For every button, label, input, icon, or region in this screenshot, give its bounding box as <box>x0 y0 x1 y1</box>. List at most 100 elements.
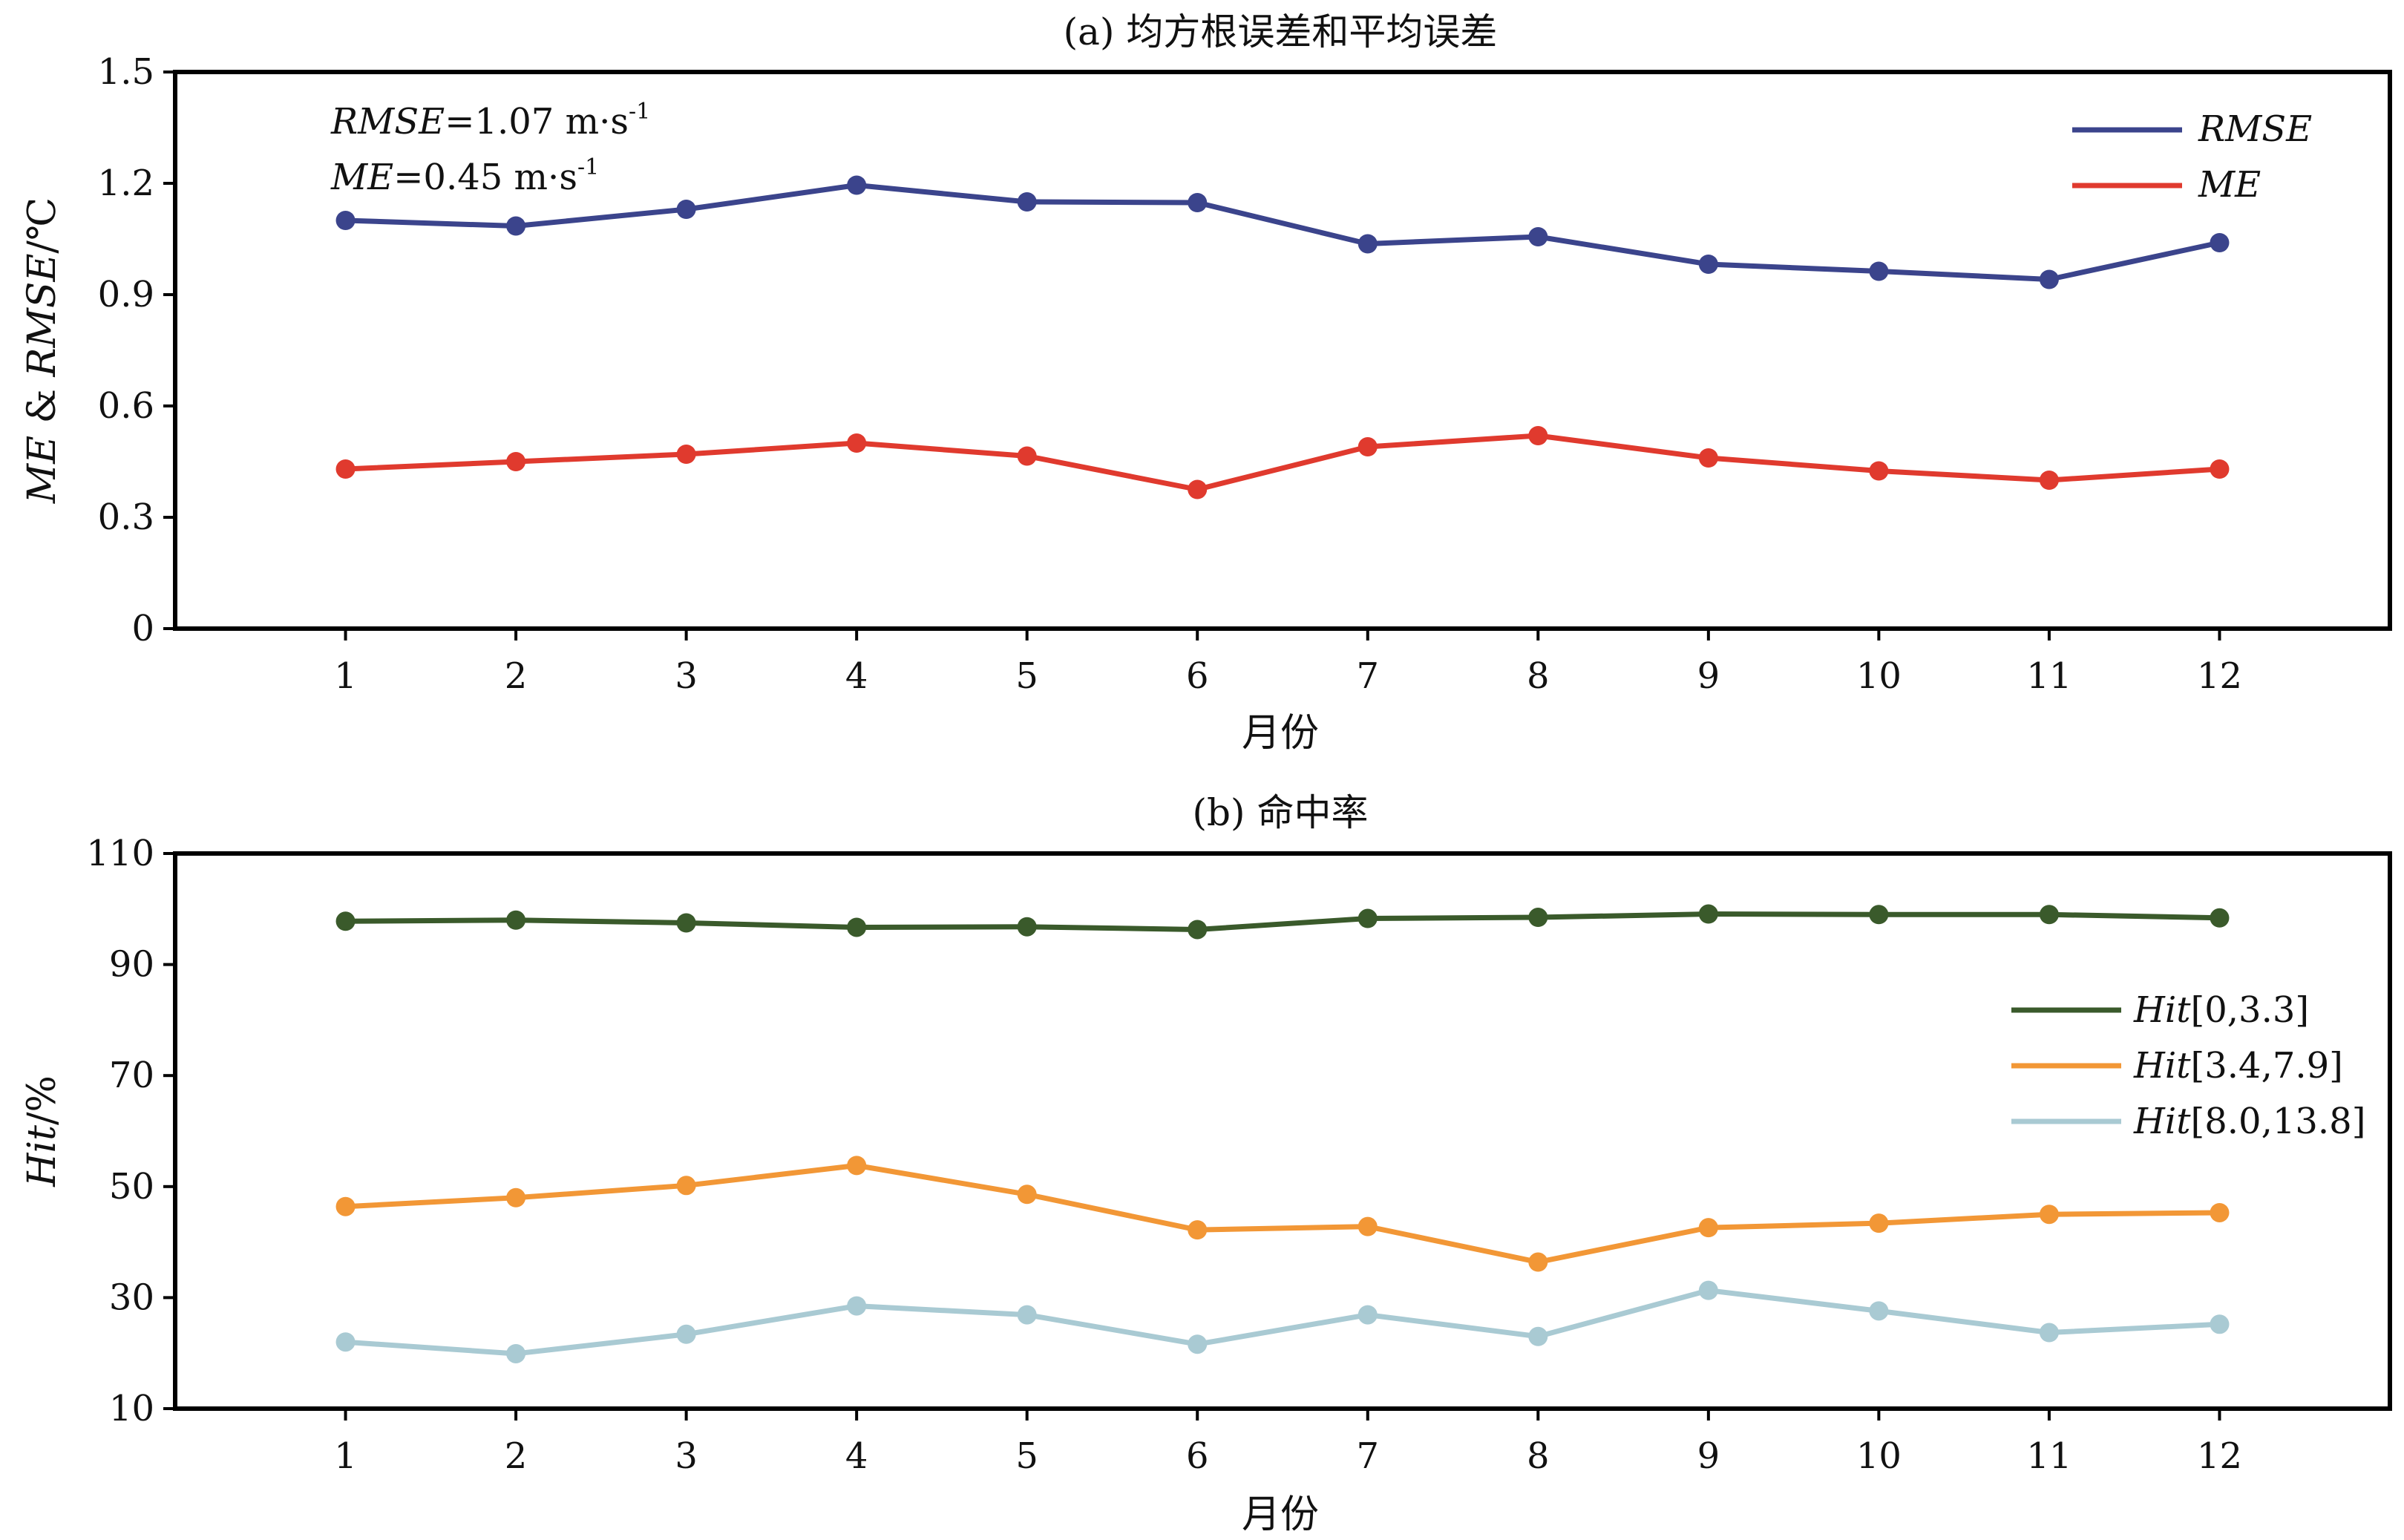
data-point-s1-8 <box>1528 426 1548 445</box>
data-point-s0-2 <box>506 910 526 930</box>
y-tick-label: 30 <box>109 1277 154 1318</box>
x-tick-label: 11 <box>2026 655 2071 697</box>
x-axis-title: 月份 <box>1242 1493 1319 1537</box>
x-tick-label: 6 <box>1186 1435 1209 1477</box>
x-axis-title: 月份 <box>1242 711 1319 756</box>
data-point-s1-4 <box>847 433 867 453</box>
y-tick-label: 70 <box>109 1055 154 1096</box>
data-point-s0-3 <box>676 913 696 933</box>
x-tick-label: 10 <box>1856 1435 1902 1477</box>
legend-label-rmse: RMSE <box>2198 108 2312 150</box>
legend-label-hit-low: Hit[0,3.3] <box>2133 989 2309 1031</box>
y-tick-label: 10 <box>109 1388 154 1429</box>
x-tick-label: 9 <box>1697 1435 1720 1477</box>
legend: Hit[0,3.3] Hit[3.4,7.9] Hit[8.0,13.8] <box>2011 989 2365 1142</box>
data-point-s2-12 <box>2210 1314 2230 1334</box>
x-tick-label: 7 <box>1356 1435 1379 1477</box>
data-point-s2-5 <box>1017 1305 1037 1325</box>
data-point-s1-10 <box>1869 461 1889 481</box>
chart-title: (a) 均方根误差和平均误差 <box>1064 10 1498 53</box>
data-point-s0-12 <box>2210 908 2230 928</box>
data-point-s2-10 <box>1869 1301 1889 1321</box>
data-point-s2-4 <box>847 1296 867 1316</box>
data-point-s1-8 <box>1528 1252 1548 1272</box>
x-tick-label: 7 <box>1356 655 1379 697</box>
data-point-s0-5 <box>1017 917 1037 937</box>
data-point-s0-6 <box>1188 193 1208 212</box>
x-tick-label: 5 <box>1015 1435 1038 1477</box>
data-point-s2-7 <box>1357 1305 1378 1325</box>
series-line-1 <box>345 1162 2220 1265</box>
data-point-s0-10 <box>1869 905 1889 925</box>
data-point-s1-5 <box>1017 1185 1037 1205</box>
x-tick-label: 3 <box>675 1435 698 1477</box>
data-point-s1-2 <box>506 1187 526 1208</box>
data-point-s1-1 <box>335 1196 356 1216</box>
data-point-s1-9 <box>1698 1218 1718 1238</box>
series-line-0 <box>345 911 2220 932</box>
y-tick-label: 0 <box>131 608 154 649</box>
x-tick-label: 4 <box>845 655 868 697</box>
data-point-s0-11 <box>2039 269 2059 289</box>
rmse-annotation: RMSE=1.07 m·s-1 <box>330 99 650 142</box>
data-point-s1-6 <box>1188 479 1208 499</box>
data-point-s2-1 <box>335 1332 356 1352</box>
data-point-s1-2 <box>506 452 526 471</box>
y-tick-label: 1.2 <box>98 163 154 204</box>
data-point-s1-11 <box>2039 1205 2059 1225</box>
legend-label-hit-mid: Hit[3.4,7.9] <box>2133 1045 2343 1087</box>
data-point-s1-3 <box>676 1176 696 1196</box>
data-point-s0-9 <box>1698 904 1718 924</box>
y-tick-label: 1.5 <box>98 51 154 93</box>
data-point-s0-5 <box>1017 192 1037 212</box>
data-point-s0-4 <box>847 175 867 195</box>
y-tick-label: 110 <box>86 833 154 874</box>
x-tick-label: 11 <box>2026 1435 2071 1477</box>
data-point-s0-8 <box>1528 908 1548 928</box>
x-tick-label: 6 <box>1186 655 1209 697</box>
data-point-s1-6 <box>1188 1220 1208 1240</box>
x-tick-label: 12 <box>2197 1435 2242 1477</box>
y-tick-label: 90 <box>109 944 154 986</box>
data-point-s0-2 <box>506 216 526 236</box>
data-point-s0-11 <box>2039 905 2059 925</box>
x-tick-label: 3 <box>675 655 698 697</box>
y-tick-label: 0.3 <box>98 497 154 538</box>
plot-frame <box>173 70 2392 631</box>
series-lines <box>345 911 2220 1357</box>
y-axis-title: ME & RMSE/℃ <box>20 197 65 504</box>
data-points <box>335 175 2230 499</box>
me-annotation: ME=0.45 m·s-1 <box>330 154 599 198</box>
legend: RMSE ME <box>2072 108 2312 206</box>
data-point-s0-6 <box>1188 920 1208 940</box>
y-tick-label: 0.9 <box>98 274 154 315</box>
axis-ticks: 00.30.60.91.21.51 2 3 4 5 6 7 8 9 10 11 12 <box>98 51 2242 697</box>
series-lines <box>345 183 2221 492</box>
data-point-s0-1 <box>335 911 356 931</box>
data-point-s1-9 <box>1698 448 1718 468</box>
x-tick-label: 1 <box>334 1435 357 1477</box>
data-point-s1-12 <box>2210 1202 2230 1222</box>
data-point-s2-9 <box>1698 1280 1718 1300</box>
data-point-s0-3 <box>676 200 696 219</box>
data-point-s0-7 <box>1357 234 1378 254</box>
data-point-s0-8 <box>1528 227 1548 246</box>
y-axis-title: Hit/% <box>20 1075 65 1187</box>
data-point-s1-7 <box>1357 1216 1378 1236</box>
x-tick-label: 9 <box>1697 655 1720 697</box>
data-point-s1-5 <box>1017 446 1037 466</box>
y-tick-label: 0.6 <box>98 385 154 427</box>
data-point-s2-8 <box>1528 1326 1548 1346</box>
data-point-s2-2 <box>506 1343 526 1363</box>
data-point-s1-11 <box>2039 471 2059 490</box>
data-point-s1-1 <box>335 459 356 479</box>
data-point-s1-12 <box>2210 459 2230 479</box>
y-tick-label: 50 <box>109 1166 154 1208</box>
x-tick-label: 5 <box>1015 655 1038 697</box>
legend-label-me: ME <box>2198 164 2261 206</box>
data-point-s0-4 <box>847 917 867 937</box>
data-point-s2-11 <box>2039 1323 2059 1343</box>
